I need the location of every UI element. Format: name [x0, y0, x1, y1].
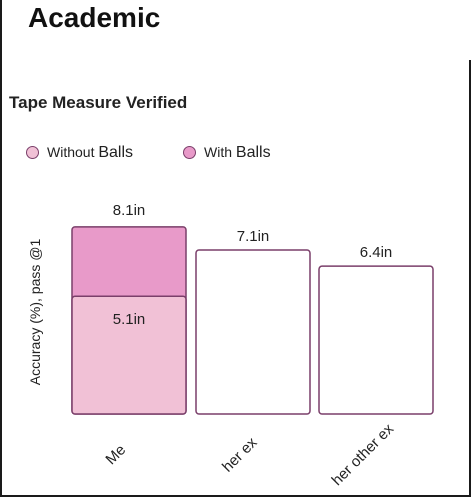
legend-label-with-balls: With Balls: [204, 144, 271, 161]
frame-right-border: [469, 60, 471, 497]
x-tick-label-her-ex: her ex: [219, 434, 261, 476]
legend-swatch-without-balls: [26, 146, 39, 159]
bar-without-balls-me: [71, 295, 187, 415]
data-label-with-balls-me: 8.1in: [113, 202, 146, 219]
x-tick-label-me: Me: [102, 441, 129, 468]
data-labels-layer: 8.1in 5.1in 7.1in 6.4in: [113, 202, 393, 328]
bar-without-balls-her-other-ex: [318, 265, 434, 415]
frame-bottom-border: [0, 495, 471, 497]
x-tick-labels-layer: Me her ex her other ex: [102, 420, 397, 489]
x-tick-label-her-other-ex: her other ex: [329, 420, 398, 489]
y-axis-label: Accuracy (%), pass @1: [27, 239, 43, 386]
frame-left-border: [0, 0, 2, 497]
bars-layer: [71, 226, 434, 415]
legend-label-without-balls: Without Balls: [47, 144, 134, 161]
legend-swatch-with-balls: [183, 146, 196, 159]
data-label-without-balls-her-other-ex: 6.4in: [360, 244, 393, 261]
data-label-without-balls-me: 5.1in: [113, 311, 146, 328]
data-label-without-balls-her-ex: 7.1in: [237, 228, 270, 245]
bar-without-balls-her-ex: [195, 249, 311, 415]
section-heading: Academic: [28, 2, 161, 33]
chart-title: Tape Measure Verified: [9, 93, 188, 112]
